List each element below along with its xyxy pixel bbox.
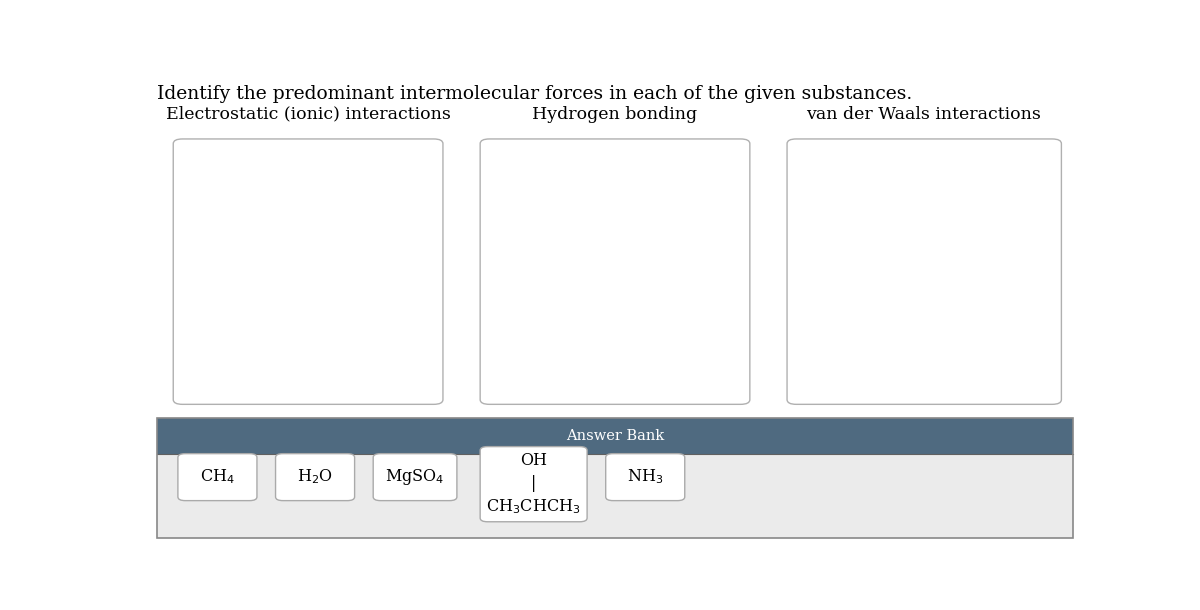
FancyBboxPatch shape [276, 454, 355, 501]
FancyBboxPatch shape [157, 418, 1073, 454]
FancyBboxPatch shape [787, 139, 1062, 404]
Text: NH$_3$: NH$_3$ [628, 468, 664, 487]
FancyBboxPatch shape [480, 139, 750, 404]
FancyBboxPatch shape [606, 454, 685, 501]
Text: Hydrogen bonding: Hydrogen bonding [533, 106, 697, 123]
Text: Identify the predominant intermolecular forces in each of the given substances.: Identify the predominant intermolecular … [157, 85, 913, 103]
FancyBboxPatch shape [373, 454, 457, 501]
Text: Electrostatic (ionic) interactions: Electrostatic (ionic) interactions [166, 106, 450, 123]
Text: H$_2$O: H$_2$O [298, 468, 332, 487]
Text: MgSO$_4$: MgSO$_4$ [385, 467, 445, 487]
Text: Answer Bank: Answer Bank [566, 429, 664, 443]
Text: CH$_4$: CH$_4$ [200, 468, 235, 487]
Text: van der Waals interactions: van der Waals interactions [806, 106, 1042, 123]
FancyBboxPatch shape [173, 139, 443, 404]
FancyBboxPatch shape [178, 454, 257, 501]
FancyBboxPatch shape [157, 454, 1073, 538]
Text: OH
|
CH$_3$CHCH$_3$: OH | CH$_3$CHCH$_3$ [486, 453, 581, 516]
FancyBboxPatch shape [480, 447, 587, 522]
